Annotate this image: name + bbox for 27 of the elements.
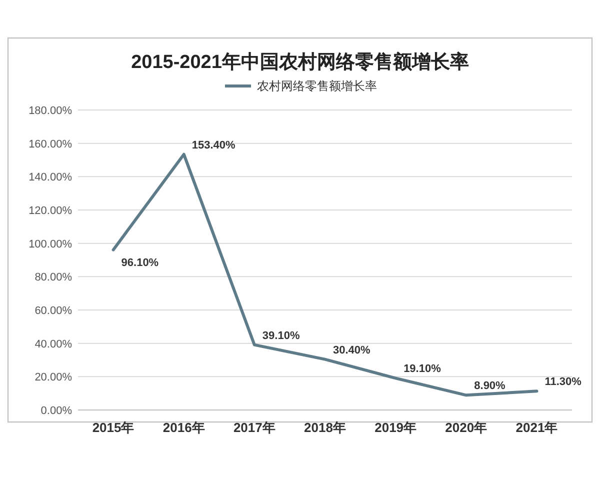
data-label: 96.10% — [121, 256, 159, 269]
y-tick-label: 100.00% — [28, 238, 72, 250]
y-tick-label: 140.00% — [28, 172, 72, 184]
data-label: 153.40% — [192, 139, 236, 152]
line-series — [112, 152, 538, 397]
y-tick-label: 80.00% — [34, 272, 72, 284]
data-label: 19.10% — [404, 363, 442, 376]
x-tick-label: 2016年 — [162, 420, 205, 435]
y-tick-label: 60.00% — [34, 305, 72, 317]
y-tick-label: 40.00% — [34, 338, 72, 350]
y-tick-label: 20.00% — [34, 372, 72, 384]
data-label: 11.30% — [544, 376, 582, 388]
x-tick-label: 2017年 — [233, 420, 276, 435]
data-label: 30.40% — [333, 344, 371, 356]
y-tick-label: 180.00% — [28, 105, 72, 117]
data-label: 8.90% — [474, 380, 506, 392]
x-tick-label: 2015年 — [92, 420, 134, 435]
chart-title: 2015-2021年中国农村网络零售额增长率 — [131, 51, 469, 73]
y-tick-label: 0.00% — [40, 405, 72, 417]
y-tick-label: 120.00% — [28, 205, 72, 217]
data-label: 39.10% — [262, 330, 300, 342]
legend-label: 农村网络零售额增长率 — [257, 79, 377, 93]
x-tick-label: 2021年 — [516, 420, 558, 435]
x-tick-label: 2018年 — [304, 420, 346, 435]
x-tick-label: 2019年 — [374, 420, 417, 435]
y-tick-label: 160.00% — [28, 138, 72, 150]
x-tick-label: 2020年 — [445, 420, 488, 435]
